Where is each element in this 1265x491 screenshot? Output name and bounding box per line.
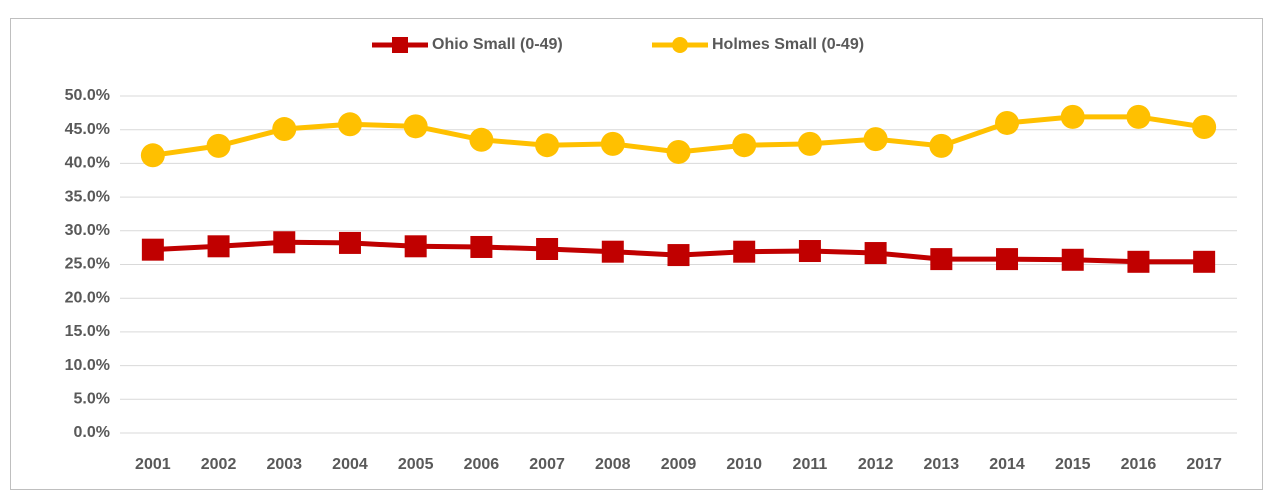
x-tick-label: 2006 — [464, 456, 500, 473]
y-tick-label: 25.0% — [65, 256, 110, 273]
marker — [1193, 250, 1216, 273]
marker — [469, 127, 494, 152]
marker — [798, 240, 821, 263]
marker — [666, 139, 691, 164]
y-tick-label: 45.0% — [65, 121, 110, 138]
legend-label: Ohio Small (0-49) — [432, 36, 563, 53]
marker — [1127, 250, 1150, 273]
marker — [470, 235, 493, 258]
marker — [535, 133, 560, 158]
marker — [206, 133, 231, 158]
marker — [864, 242, 887, 265]
legend-marker — [392, 37, 408, 53]
y-tick-label: 30.0% — [65, 222, 110, 239]
marker — [337, 112, 362, 137]
marker — [536, 237, 559, 260]
marker — [1192, 115, 1217, 140]
marker — [667, 244, 690, 267]
x-tick-label: 2003 — [266, 456, 302, 473]
legend-label: Holmes Small (0-49) — [712, 36, 864, 53]
marker — [996, 248, 1019, 271]
marker — [338, 231, 361, 254]
x-tick-label: 2017 — [1186, 456, 1222, 473]
x-tick-label: 2011 — [793, 456, 828, 473]
marker — [732, 133, 757, 158]
marker — [601, 240, 624, 263]
x-tick-label: 2005 — [398, 456, 434, 473]
y-tick-label: 50.0% — [65, 87, 110, 104]
y-tick-label: 15.0% — [65, 323, 110, 340]
legend-marker — [672, 37, 688, 53]
marker — [733, 240, 756, 263]
marker — [863, 127, 888, 152]
y-tick-label: 0.0% — [74, 424, 110, 441]
marker — [207, 235, 230, 258]
marker — [929, 133, 954, 158]
y-tick-label: 40.0% — [65, 155, 110, 172]
x-tick-label: 2001 — [135, 456, 171, 473]
y-tick-label: 5.0% — [74, 391, 110, 408]
marker — [797, 131, 822, 156]
marker — [140, 143, 165, 168]
x-tick-label: 2010 — [726, 456, 762, 473]
marker — [272, 117, 297, 142]
marker — [600, 131, 625, 156]
marker — [404, 235, 427, 258]
marker — [273, 231, 296, 254]
x-tick-label: 2009 — [661, 456, 697, 473]
marker — [930, 248, 953, 271]
x-tick-label: 2007 — [529, 456, 565, 473]
marker — [1061, 248, 1084, 271]
marker — [403, 114, 428, 139]
x-tick-label: 2015 — [1055, 456, 1091, 473]
marker — [1126, 104, 1151, 129]
x-tick-label: 2016 — [1121, 456, 1157, 473]
marker — [995, 110, 1020, 135]
y-tick-label: 20.0% — [65, 289, 110, 306]
x-tick-label: 2014 — [989, 456, 1025, 473]
y-tick-label: 10.0% — [65, 357, 110, 374]
x-tick-label: 2002 — [201, 456, 237, 473]
marker — [141, 238, 164, 261]
x-tick-label: 2012 — [858, 456, 894, 473]
y-tick-label: 35.0% — [65, 188, 110, 205]
x-tick-label: 2008 — [595, 456, 631, 473]
marker — [1060, 104, 1085, 129]
x-tick-label: 2004 — [332, 456, 368, 473]
x-tick-label: 2013 — [924, 456, 960, 473]
